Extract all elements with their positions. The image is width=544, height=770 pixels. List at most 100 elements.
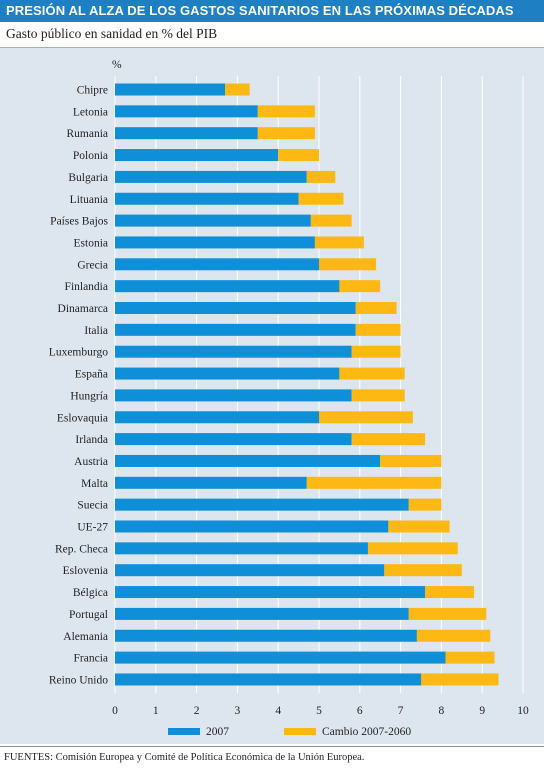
bar-2007 (115, 476, 307, 489)
bar-cambio (310, 214, 352, 227)
bar-cambio (408, 498, 442, 511)
category-label: Italia (84, 325, 108, 337)
category-label: Portugal (69, 609, 108, 621)
category-label: Chipre (77, 85, 108, 97)
bar-2007 (115, 542, 368, 555)
bar-cambio (367, 542, 458, 555)
x-tick-label: 9 (479, 705, 485, 717)
bar-cambio (225, 83, 250, 96)
category-label: Grecia (77, 259, 108, 271)
category-label: Luxemburgo (49, 347, 108, 359)
category-label: Rep. Checa (55, 543, 108, 555)
bar-cambio (425, 586, 475, 599)
bar-cambio (306, 476, 442, 489)
category-label: UE-27 (77, 522, 108, 534)
bar-2007 (115, 258, 319, 271)
bar-cambio (339, 280, 381, 293)
bar-cambio (278, 149, 319, 162)
category-label: Letonia (73, 106, 108, 118)
bar-2007 (115, 323, 356, 336)
category-label: Dinamarca (58, 303, 108, 315)
bar-2007 (115, 607, 409, 620)
bar-cambio (257, 127, 315, 140)
category-label: Rumania (66, 128, 108, 140)
bar-2007 (115, 105, 258, 118)
bar-cambio (351, 389, 405, 402)
bar-cambio (257, 105, 315, 118)
x-tick-label: 8 (439, 705, 445, 717)
category-label: Reino Unido (49, 674, 108, 686)
bar-2007 (115, 83, 226, 96)
category-label: Bulgaria (68, 172, 108, 184)
bar-2007 (115, 127, 258, 140)
bar-cambio (445, 651, 495, 664)
bar-2007 (115, 389, 352, 402)
category-label: Hungría (70, 390, 108, 402)
category-label: Malta (81, 478, 108, 490)
bar-2007 (115, 236, 315, 249)
footer-divider (0, 746, 544, 747)
bar-cambio (416, 629, 491, 642)
bar-cambio (319, 258, 377, 271)
bar-cambio (314, 236, 364, 249)
category-label: Lituania (70, 194, 108, 206)
x-tick-label: 1 (153, 705, 159, 717)
category-label: Bélgica (73, 587, 108, 599)
bar-cambio (384, 564, 462, 577)
category-label: Irlanda (75, 434, 108, 446)
category-label: Polonia (73, 150, 108, 162)
chart-subtitle: Gasto público en sanidad en % del PIB (6, 26, 218, 41)
subtitle-band (0, 22, 544, 46)
bar-cambio (408, 607, 487, 620)
category-label: Eslovenia (63, 565, 108, 577)
bars-layer (115, 83, 499, 686)
bar-2007 (115, 454, 381, 467)
bar-cambio (339, 367, 405, 380)
unit-label: % (112, 59, 122, 71)
bar-2007 (115, 673, 421, 686)
legend-swatch (284, 728, 316, 735)
bar-2007 (115, 411, 319, 424)
category-label: Francia (74, 653, 108, 665)
x-tick-label: 4 (275, 705, 281, 717)
category-label: Alemania (63, 631, 108, 643)
chart-title: PRESIÓN AL ALZA DE LOS GASTOS SANITARIOS… (6, 3, 514, 18)
grid-layer (114, 76, 524, 693)
bar-cambio (298, 192, 344, 205)
bar-cambio (388, 520, 450, 533)
bar-2007 (115, 367, 340, 380)
legend-label: 2007 (206, 726, 229, 738)
category-label: Estonia (74, 237, 109, 249)
bar-2007 (115, 214, 311, 227)
header-divider (0, 47, 544, 48)
bar-2007 (115, 564, 385, 577)
bar-cambio (351, 433, 426, 446)
bar-cambio (380, 454, 442, 467)
x-tick-label: 0 (112, 705, 118, 717)
bar-cambio (355, 302, 397, 314)
bar-2007 (115, 433, 352, 446)
stacked-bar-chart: Chipre Letonia Rumania Polonia Bulgaria Litua… (49, 59, 529, 738)
bar-2007 (115, 170, 307, 183)
x-tick-label: 7 (398, 705, 404, 717)
legend-swatch (168, 728, 200, 735)
x-tick-label: 6 (357, 705, 363, 717)
bar-2007 (115, 498, 409, 511)
bar-cambio (355, 323, 401, 336)
bar-2007 (115, 629, 417, 642)
bar-2007 (115, 345, 352, 358)
source-note: FUENTES: Comisión Europea y Comité de Po… (4, 752, 365, 763)
title-bar (0, 0, 544, 22)
x-tick-label: 5 (316, 705, 322, 717)
bar-cambio (319, 411, 413, 424)
bar-2007 (115, 149, 279, 162)
category-label: Países Bajos (50, 216, 108, 228)
x-tick-label: 3 (235, 705, 241, 717)
x-tick-label: 10 (517, 705, 529, 717)
x-tick-label: 2 (194, 705, 200, 717)
category-label: Eslovaquia (57, 412, 108, 424)
bar-2007 (115, 280, 340, 293)
category-label: Austria (74, 456, 108, 468)
x-axis-ticks: 0 1 2 3 4 5 6 7 8 9 10 (112, 705, 529, 717)
bar-cambio (351, 345, 401, 358)
